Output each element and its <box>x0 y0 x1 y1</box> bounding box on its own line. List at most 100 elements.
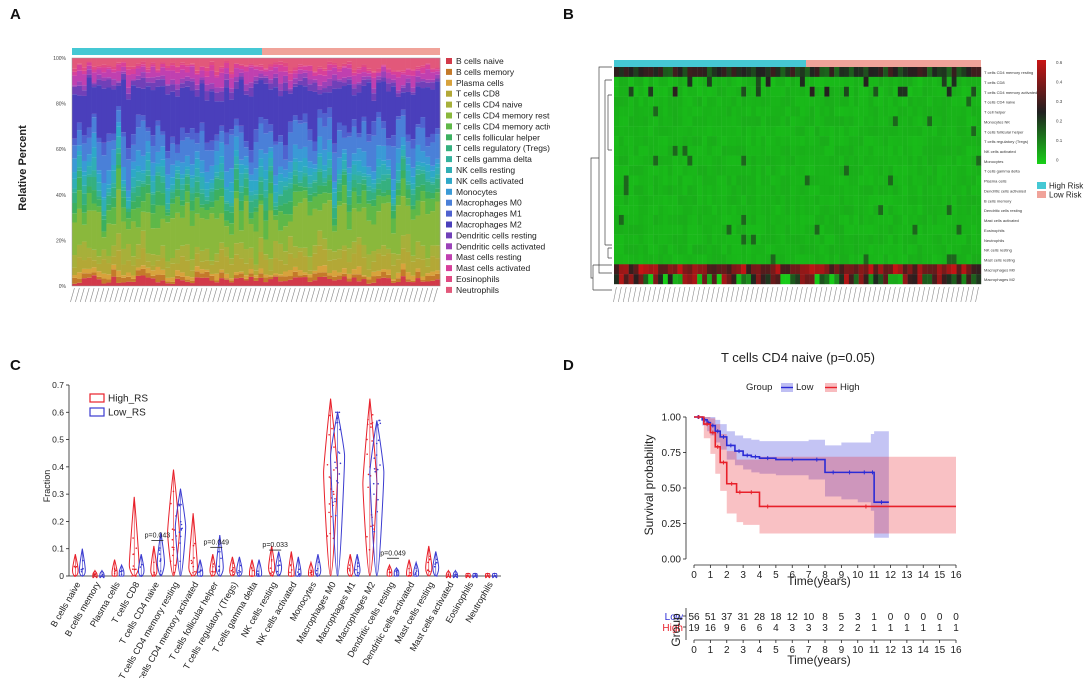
panel-a-bar-segment <box>327 58 333 62</box>
panel-a-bar-segment <box>238 192 245 201</box>
panel-b-heatmap-cell <box>917 106 923 117</box>
panel-b-sample-tick <box>813 286 818 303</box>
panel-b-sample-tick <box>618 286 622 303</box>
panel-b-heatmap-cell <box>868 195 874 206</box>
panel-b-heatmap-cell <box>775 67 781 78</box>
panel-a-sample-tick <box>344 287 350 303</box>
panel-b-heatmap-cell <box>795 67 801 78</box>
panel-a-bar-segment <box>356 281 362 286</box>
panel-c-violin-high-point <box>132 565 135 567</box>
panel-a-bar-segment <box>390 135 397 147</box>
panel-a-bar-segment <box>165 190 171 204</box>
panel-b-heatmap-cell <box>883 175 889 186</box>
panel-b-sample-tick <box>950 286 955 303</box>
panel-d-xtick-label: 9 <box>839 570 845 581</box>
panel-b-heatmap-cell <box>946 244 952 255</box>
panel-a-bar-segment <box>430 79 436 83</box>
panel-b-heatmap-cell <box>653 86 659 97</box>
panel-a-bar-segment <box>165 188 171 191</box>
panel-b-heatmap-cell <box>648 126 654 137</box>
panel-b-heatmap-cell <box>736 76 742 87</box>
panel-a-bar-segment <box>415 66 421 69</box>
panel-a-bar-segment <box>140 58 146 62</box>
panel-a-bar-segment <box>376 58 382 69</box>
panel-b-heatmap-cell <box>897 86 903 97</box>
panel-a-bar-segment <box>395 182 402 190</box>
panel-a-bar-segment <box>165 281 171 284</box>
panel-b-heatmap-cell <box>883 214 889 226</box>
panel-a-bar-segment <box>248 67 254 83</box>
panel-a-bar-segment <box>346 167 352 174</box>
panel-c-violin-high-point <box>250 575 253 577</box>
panel-b-heatmap-cell <box>672 274 678 285</box>
panel-b-heatmap-cell <box>799 254 806 265</box>
panel-b-heatmap-cell <box>692 205 698 216</box>
panel-b-heatmap-cell <box>716 185 722 196</box>
panel-b-heatmap-cell <box>775 165 781 176</box>
panel-b-heatmap-cell <box>682 96 688 107</box>
panel-a-bar-segment <box>405 69 411 76</box>
panel-a-bar-segment <box>312 273 318 281</box>
panel-c-violin-high-point <box>252 569 254 572</box>
panel-b-heatmap-cell <box>897 126 903 137</box>
panel-a-bar-segment <box>145 82 151 87</box>
panel-b-heatmap-cell <box>848 254 854 265</box>
panel-c-violin-high-point <box>73 565 76 568</box>
panel-b-heatmap-cell <box>932 254 938 265</box>
panel-a-bar-segment <box>253 277 259 281</box>
panel-a-bar-segment <box>395 272 402 279</box>
panel-a-bar-segment <box>155 255 161 261</box>
panel-a-bar-segment <box>233 125 240 137</box>
panel-b-heatmap-cell <box>760 136 766 147</box>
panel-b-heatmap-cell <box>623 254 629 265</box>
panel-a-bar-segment <box>420 151 426 163</box>
panel-b-heatmap-cell <box>839 244 845 255</box>
panel-b-heatmap-cell <box>932 205 938 216</box>
panel-b-heatmap-cell <box>614 175 620 186</box>
panel-b-heatmap-cell <box>824 145 830 156</box>
panel-b-heatmap-cell <box>927 96 933 107</box>
panel-a-bar-segment <box>356 175 362 184</box>
panel-a-bar-segment <box>184 176 191 185</box>
panel-a-bar-segment <box>106 223 112 256</box>
panel-a-bar-segment <box>121 248 127 265</box>
panel-c-violin-low-point <box>179 542 181 544</box>
panel-d-table-cell: 0 <box>920 612 926 623</box>
panel-b-heatmap-cell <box>809 224 815 235</box>
panel-b-heatmap-cell <box>692 244 698 255</box>
panel-a-bar-segment <box>297 277 303 286</box>
panel-a-bar-segment <box>341 77 348 83</box>
panel-b-heatmap-cell <box>726 205 732 216</box>
panel-a-bar-segment <box>351 95 357 120</box>
panel-a-bar-segment <box>297 180 303 183</box>
panel-b-heatmap-cell <box>839 76 845 87</box>
panel-b-heatmap-cell <box>721 234 727 245</box>
panel-d-xtick-label: 10 <box>852 570 864 581</box>
panel-b-heatmap-cell <box>633 67 639 78</box>
panel-a-bar-segment <box>175 160 181 167</box>
panel-a-sample-tick <box>320 287 325 303</box>
panel-b-heatmap-cell <box>721 165 727 176</box>
panel-a-bar-segment <box>81 241 88 261</box>
panel-a-bar-segment <box>317 210 323 231</box>
panel-a-bar-segment <box>101 215 107 220</box>
panel-a-bar-segment <box>278 274 284 277</box>
panel-b-heatmap-cell <box>751 106 757 117</box>
panel-a-bar-segment <box>111 149 117 165</box>
panel-c-legend-swatch <box>89 393 105 403</box>
panel-b-heatmap-cell <box>623 214 629 226</box>
panel-a-bar-segment <box>96 79 102 86</box>
panel-b-heatmap-cell <box>677 165 683 176</box>
panel-b-heatmap-cell <box>658 244 664 255</box>
panel-a-bar-segment <box>297 270 303 276</box>
panel-a-bar-segment <box>435 201 441 246</box>
panel-b-heatmap-cell <box>702 136 708 147</box>
panel-a-sample-tick <box>423 287 429 303</box>
panel-a-bar-segment <box>243 187 249 196</box>
panel-b-heatmap-cell <box>834 274 840 285</box>
panel-b-heatmap-cell <box>809 274 815 285</box>
panel-b-heatmap-cell <box>706 76 713 87</box>
panel-b-heatmap-cell <box>961 126 967 137</box>
panel-a-bar-segment <box>268 147 274 152</box>
panel-b-heatmap-cell <box>667 274 673 285</box>
